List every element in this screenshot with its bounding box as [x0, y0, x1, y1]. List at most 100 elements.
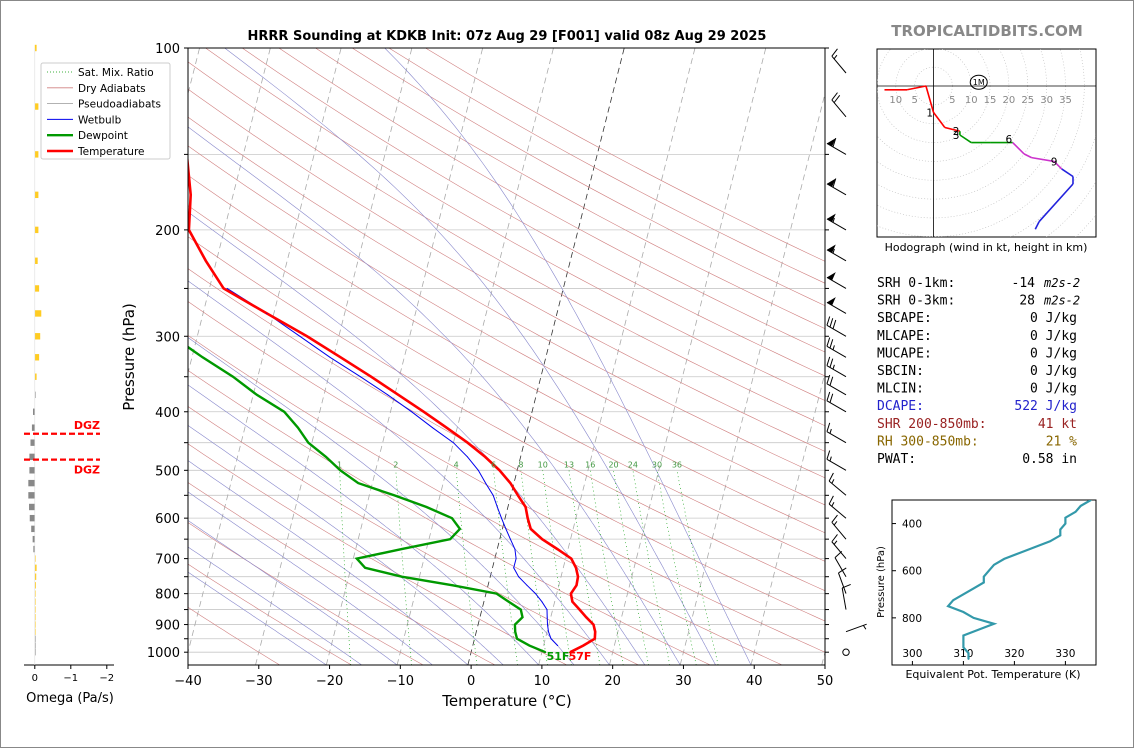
omega-tick-label: −1 — [63, 673, 78, 684]
barb-full — [829, 339, 834, 349]
hodograph-segment — [1034, 221, 1040, 230]
dewpoint-point — [9, 154, 11, 156]
wetbulb-point — [485, 482, 487, 484]
mixing-ratio-label: 24 — [628, 460, 638, 469]
wetbulb-point — [266, 312, 268, 314]
x-tick-label: 10 — [534, 674, 551, 689]
temperature-point — [526, 517, 529, 519]
hodograph-segment — [944, 126, 961, 133]
wetbulb-point — [477, 469, 479, 471]
isotherm-line — [325, 48, 484, 665]
temperature-series-line — [188, 153, 597, 654]
theta-e-xlabel: Equivalent Pot. Temperature (K) — [905, 668, 1080, 681]
dry-adiabat-line — [205, 48, 825, 401]
dewpoint-point — [102, 260, 104, 262]
theta-e-point — [1003, 558, 1005, 560]
mixing-ratio-label: 30 — [652, 460, 662, 469]
stat-value: -14 — [1012, 276, 1036, 291]
wind-barb — [831, 92, 847, 118]
pseudoadiabat-line — [188, 425, 504, 665]
omega-bar — [34, 621, 36, 628]
wetbulb-point — [387, 394, 389, 396]
temperature-point — [484, 456, 487, 458]
omega-bar — [29, 467, 35, 474]
barb-staff — [845, 623, 867, 633]
wetbulb-point — [518, 576, 520, 578]
dgz-label: DGZ — [74, 419, 100, 432]
omega-bar — [34, 642, 36, 649]
theta-e-point — [947, 605, 949, 607]
surface-temperature-label: 57F — [569, 650, 592, 663]
hodograph-ring-label: 25 — [1021, 95, 1034, 106]
y-tick-label: 100 — [155, 42, 180, 57]
theta-e-point — [962, 646, 965, 649]
theta-e-point — [993, 564, 995, 566]
isotherm-line — [188, 48, 271, 375]
hodograph-segment — [1012, 141, 1025, 155]
wind-barbs — [826, 48, 867, 656]
dewpoint-point — [544, 651, 547, 653]
wind-barb — [828, 472, 847, 496]
omega-bar — [34, 564, 37, 572]
wind-barb — [831, 48, 847, 74]
mixing-ratio-label: 6 — [491, 460, 496, 469]
temperature-point — [339, 356, 342, 359]
wetbulb-point — [492, 494, 494, 496]
hodograph-ring-label: 5 — [949, 95, 955, 106]
dewpoint-point — [325, 456, 327, 458]
brand-watermark: TROPICALTIDBITS.COM — [891, 22, 1083, 40]
mixing-ratio-label: 8 — [518, 460, 523, 469]
theta-e-x-tick-label: 300 — [902, 648, 922, 660]
barb-half — [832, 364, 835, 370]
wind-barb — [842, 648, 850, 656]
mixing-ratio-label: 16 — [585, 460, 595, 469]
barb-half — [831, 479, 835, 484]
mixing-ratio-line — [656, 470, 697, 665]
dewpoint-point — [451, 517, 453, 519]
y-tick-label: 300 — [155, 330, 180, 345]
theta-e-x-tick-label: 310 — [953, 648, 973, 660]
hodograph-ring-label: 10 — [965, 95, 978, 106]
legend-temperature-label: Temperature — [77, 146, 145, 158]
barb-pennant — [826, 213, 836, 222]
barb-full — [829, 358, 834, 368]
barb-full — [832, 319, 837, 329]
temperature-point — [509, 482, 512, 484]
theta-e-point — [952, 599, 954, 601]
theta-e-plot-area — [946, 500, 1092, 660]
barb-staff — [826, 400, 847, 413]
barb-full — [831, 514, 838, 523]
barb-full — [826, 374, 831, 384]
wind-barb — [845, 623, 867, 633]
legend-dewpoint-label: Dewpoint — [78, 130, 128, 142]
omega-bar — [34, 555, 36, 562]
barb-half — [833, 54, 838, 60]
hodograph-marker-ring — [969, 74, 988, 90]
barb-staff — [826, 383, 847, 396]
wetbulb-point — [515, 558, 517, 560]
omega-bar — [34, 590, 36, 597]
hodograph-segment — [959, 134, 972, 144]
skewt-axes-frame — [187, 47, 826, 666]
temperature-point — [189, 194, 192, 196]
skewt-background-lines — [188, 48, 825, 665]
wetbulb-point — [557, 645, 559, 647]
wind-barb — [826, 391, 847, 413]
barb-full — [828, 495, 834, 505]
pseudoadiabat-line — [188, 460, 469, 665]
barb-full — [833, 95, 841, 103]
wetbulb-point — [496, 506, 498, 508]
omega-tick-label: −2 — [99, 673, 114, 684]
pseudoadiabat-line — [188, 126, 681, 665]
dewpoint-point — [142, 313, 144, 315]
dry-adiabat-line — [188, 482, 496, 665]
mixing-ratio-line — [395, 470, 412, 665]
wind-barb — [831, 514, 847, 540]
barb-full — [829, 318, 834, 328]
dewpoint-point — [528, 644, 531, 647]
calm-circle — [842, 648, 850, 656]
x-tick-label: −30 — [245, 674, 272, 689]
omega-bar — [34, 333, 41, 340]
pseudoadiabat-line — [188, 337, 575, 665]
omega-bar — [34, 257, 38, 264]
